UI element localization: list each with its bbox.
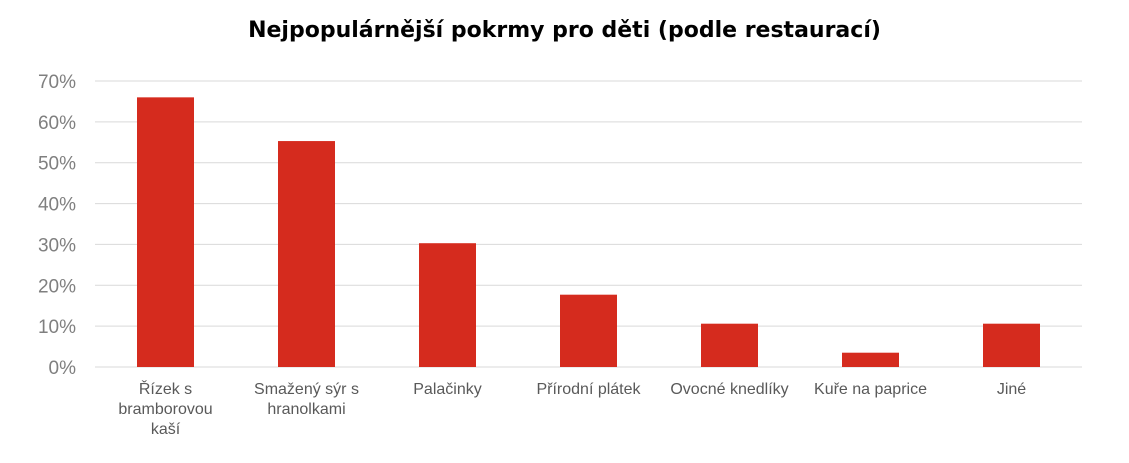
bar xyxy=(278,141,335,367)
x-axis-labels: Řízek s bramborovou kaší Smažený sýr s hrano… xyxy=(118,379,1026,438)
y-axis-ticks: 0% 10% 20% 30% 40% 50% 60% 70% xyxy=(38,72,76,379)
x-tick-label: Jiné xyxy=(997,381,1026,398)
y-tick-label: 20% xyxy=(38,276,76,297)
y-tick-label: 40% xyxy=(38,195,76,216)
bar xyxy=(983,323,1040,367)
x-tick-label: Ovocné knedlíky xyxy=(670,381,788,398)
chart-title: Nejpopulárnější pokrmy pro děti (podle r… xyxy=(248,18,881,43)
x-tick-label: Smažený sýr s hranolkami xyxy=(254,381,359,418)
y-tick-label: 10% xyxy=(38,317,76,338)
bar xyxy=(560,294,617,367)
y-tick-label: 50% xyxy=(38,154,76,175)
y-tick-label: 0% xyxy=(49,358,77,379)
bar xyxy=(842,352,899,367)
x-tick-label: Palačinky xyxy=(413,381,481,398)
y-tick-label: 70% xyxy=(38,72,76,93)
bar xyxy=(701,323,758,367)
y-tick-label: 60% xyxy=(38,113,76,134)
bars xyxy=(137,97,1040,367)
x-tick-label: Kuře na paprice xyxy=(814,381,927,398)
y-tick-label: 30% xyxy=(38,235,76,256)
bar xyxy=(419,243,476,367)
bar xyxy=(137,97,194,367)
x-tick-label: Řízek s bramborovou kaší xyxy=(118,379,212,438)
x-tick-label: Přírodní plátek xyxy=(536,381,641,398)
